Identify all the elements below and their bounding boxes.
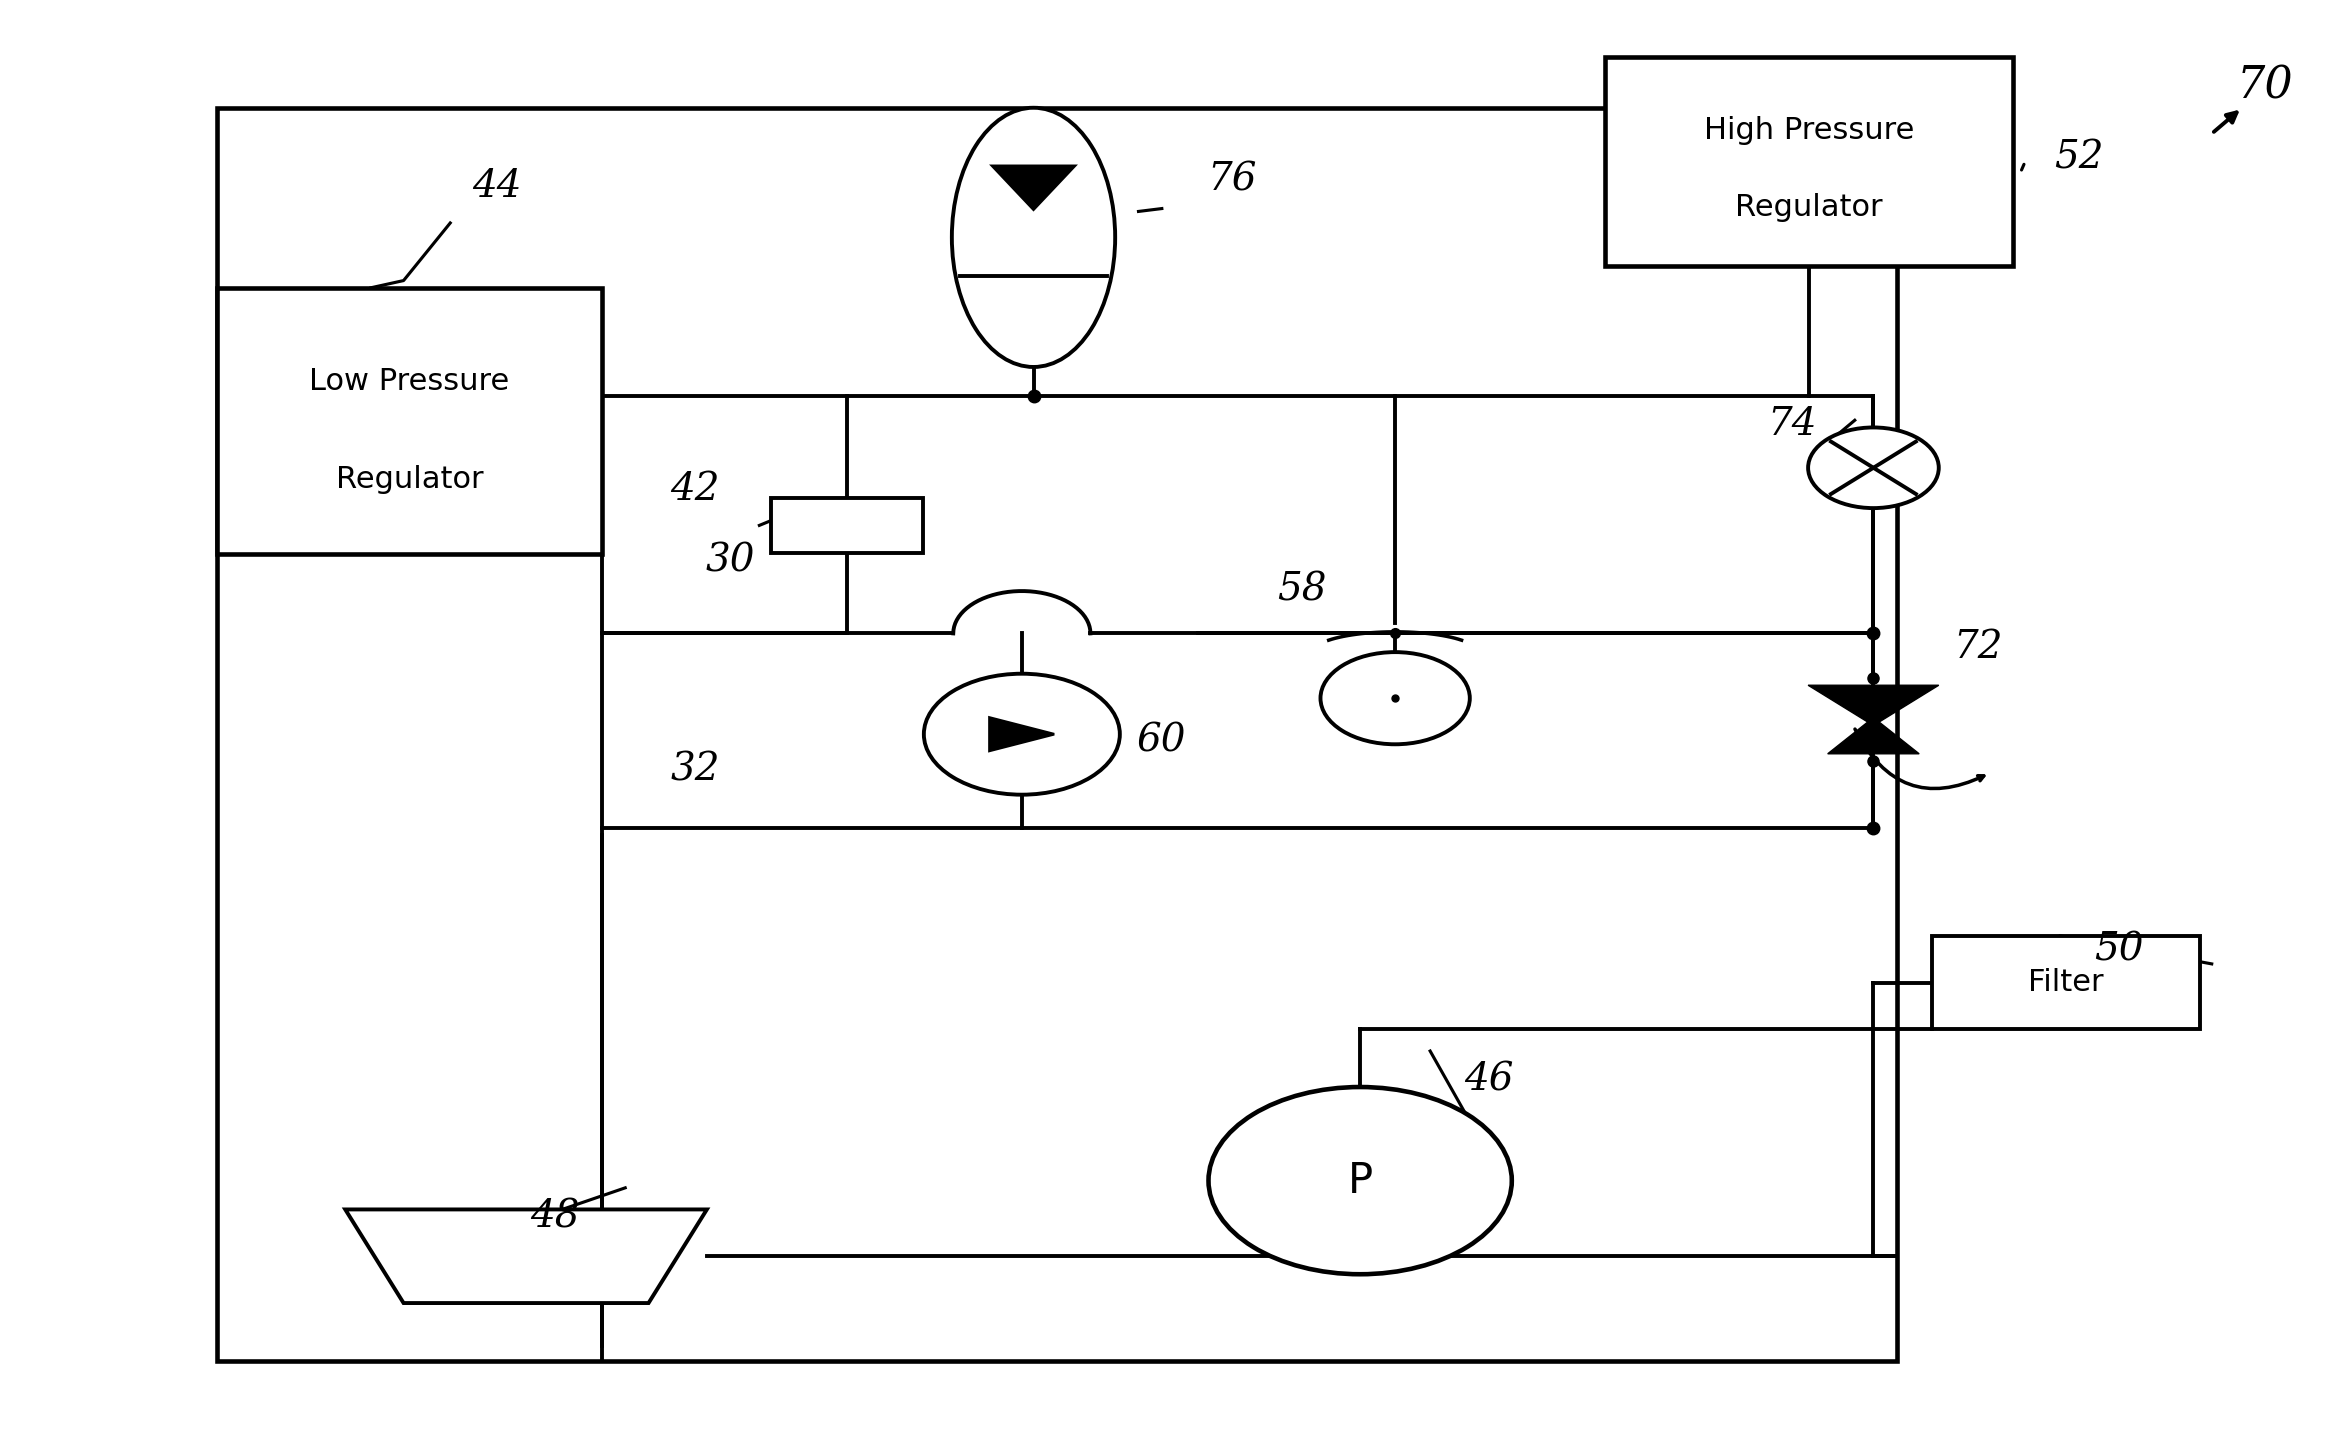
Polygon shape bbox=[1807, 685, 1939, 726]
Bar bbox=[1605, 57, 2014, 266]
Bar bbox=[216, 288, 601, 554]
Text: 60: 60 bbox=[1136, 723, 1188, 760]
Circle shape bbox=[1209, 1088, 1511, 1274]
Text: 32: 32 bbox=[671, 752, 721, 788]
Bar bbox=[216, 108, 1896, 1361]
Text: Filter: Filter bbox=[2028, 968, 2103, 997]
Text: 42: 42 bbox=[671, 471, 721, 507]
Circle shape bbox=[1807, 427, 1939, 507]
Text: 74: 74 bbox=[1767, 406, 1817, 443]
Text: 30: 30 bbox=[706, 542, 756, 580]
Polygon shape bbox=[1828, 717, 1920, 753]
Text: 44: 44 bbox=[472, 169, 521, 205]
Polygon shape bbox=[990, 718, 1054, 750]
Text: 70: 70 bbox=[2237, 64, 2293, 108]
Text: 50: 50 bbox=[2094, 932, 2143, 968]
Bar bbox=[1932, 936, 2199, 1029]
Text: Regulator: Regulator bbox=[336, 465, 483, 494]
Text: 58: 58 bbox=[1277, 571, 1326, 609]
Text: 76: 76 bbox=[1206, 161, 1256, 198]
Polygon shape bbox=[345, 1210, 706, 1303]
Text: P: P bbox=[1347, 1160, 1373, 1201]
Text: 46: 46 bbox=[1465, 1061, 1514, 1098]
Bar bbox=[772, 499, 922, 553]
Circle shape bbox=[925, 673, 1120, 795]
Circle shape bbox=[1321, 651, 1469, 744]
Text: 72: 72 bbox=[1953, 630, 2004, 666]
Text: 52: 52 bbox=[2054, 140, 2103, 176]
Polygon shape bbox=[993, 166, 1075, 209]
Text: Low Pressure: Low Pressure bbox=[310, 366, 509, 395]
Text: High Pressure: High Pressure bbox=[1704, 116, 1915, 145]
Text: 48: 48 bbox=[530, 1198, 580, 1234]
Ellipse shape bbox=[953, 108, 1115, 366]
Text: Regulator: Regulator bbox=[1734, 193, 1882, 222]
